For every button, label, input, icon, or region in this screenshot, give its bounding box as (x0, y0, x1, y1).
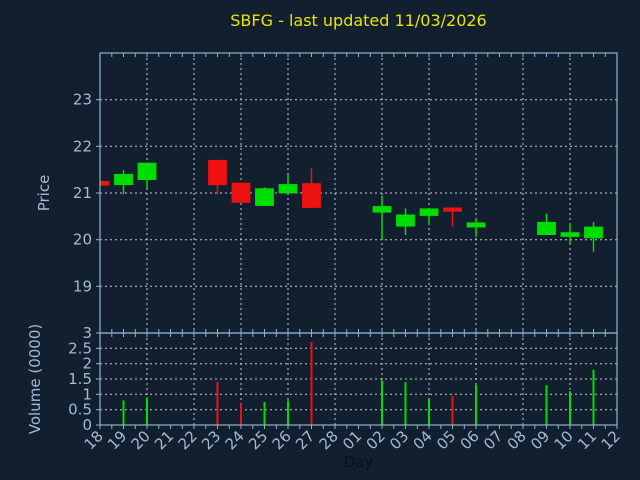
volume-bar-06 (475, 385, 477, 425)
candle-body-18 (100, 180, 110, 186)
volume-bar-25 (263, 402, 266, 425)
price-tick-label-22: 22 (73, 137, 92, 155)
candle-body-23 (208, 159, 227, 186)
volume-bar-24 (240, 403, 242, 425)
price-tick-label-23: 23 (73, 91, 92, 109)
volume-bar-02 (381, 380, 383, 425)
volume-tick-label-1: 1 (82, 385, 92, 403)
chart-title: SBFG - last updated 11/03/2026 (230, 11, 487, 30)
candle-body-11 (584, 226, 603, 239)
candlestick-series (100, 159, 603, 252)
candle-body-09 (537, 221, 556, 235)
volume-bar-23 (216, 382, 219, 425)
volume-series (122, 342, 595, 425)
axis-ticks (96, 53, 618, 429)
volume-bar-05 (451, 395, 454, 425)
volume-tick-label-2: 2 (82, 355, 92, 373)
candle-body-10 (560, 232, 580, 237)
volume-tick-label-2.5: 2.5 (68, 339, 92, 357)
volume-bar-11 (592, 369, 595, 425)
volume-axis-label: Volume (0000) (26, 323, 44, 435)
price-axis-label: Price (35, 174, 53, 212)
candle-body-06 (466, 222, 486, 228)
price-tick-label-21: 21 (73, 184, 92, 202)
candle-body-25 (255, 188, 274, 206)
price-tick-label-20: 20 (73, 231, 92, 249)
volume-bar-09 (545, 385, 548, 425)
candle-body-04 (419, 208, 439, 216)
price-tick-label-19: 19 (73, 277, 92, 295)
candle-body-05 (443, 207, 462, 212)
candle-body-02 (372, 206, 392, 213)
volume-bar-26 (287, 400, 289, 425)
volume-tick-label-1.5: 1.5 (68, 370, 92, 388)
candle-body-19 (114, 173, 133, 186)
candle-body-20 (137, 162, 157, 180)
volume-bar-10 (569, 391, 571, 425)
volume-tick-label-0: 0 (82, 416, 92, 434)
volume-tick-label-3: 3 (82, 324, 92, 342)
volume-tick-label-0.5: 0.5 (68, 401, 92, 419)
volume-bar-03 (404, 382, 407, 425)
candle-body-27 (302, 183, 321, 208)
volume-bar-20 (146, 397, 148, 425)
candle-body-26 (278, 184, 298, 194)
volume-bar-27 (310, 342, 313, 425)
x-axis-label: Day (343, 453, 374, 471)
candle-body-03 (396, 214, 415, 227)
volume-bar-19 (122, 400, 125, 425)
candle-body-24 (231, 182, 251, 203)
volume-bar-04 (428, 398, 430, 425)
